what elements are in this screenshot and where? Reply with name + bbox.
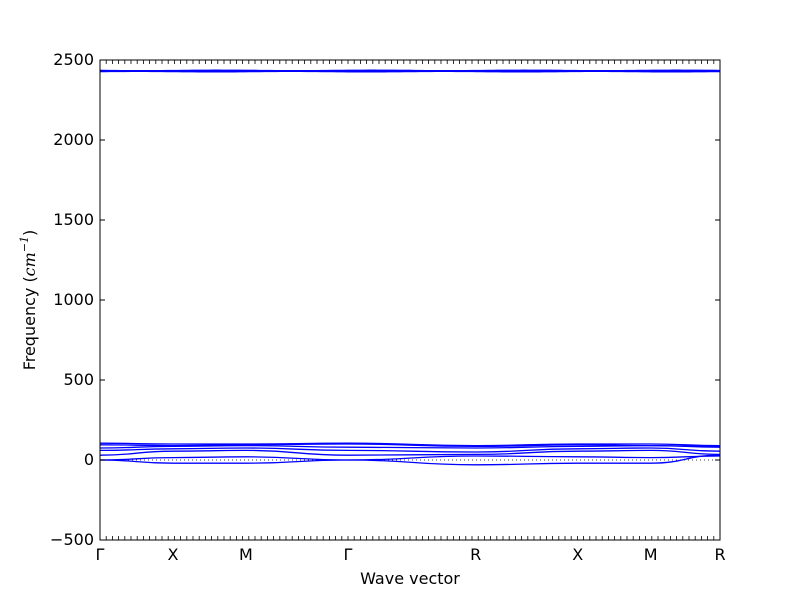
x-tick-label: M bbox=[239, 545, 253, 564]
acoustic-branch bbox=[99, 455, 721, 461]
acoustic-branch bbox=[99, 442, 721, 447]
y-tick-label: 500 bbox=[63, 370, 94, 389]
x-tick-label: Γ bbox=[96, 545, 105, 564]
x-tick-label: R bbox=[714, 545, 725, 564]
plot-area bbox=[99, 69, 721, 466]
y-axis-label: Frequency (cm−1) bbox=[18, 230, 39, 371]
acoustic-branch bbox=[99, 449, 721, 456]
acoustic-branch bbox=[99, 447, 721, 453]
x-tick-label: X bbox=[572, 545, 583, 564]
y-tick-label: 1500 bbox=[53, 210, 94, 229]
acoustic-branch bbox=[99, 443, 721, 448]
y-axis: −500 0 500 1000 1500 2000 2500 bbox=[50, 50, 720, 549]
y-tick-label: 1000 bbox=[53, 290, 94, 309]
x-tick-label: M bbox=[644, 545, 658, 564]
y-axis-label-prefix: Frequency ( bbox=[20, 276, 39, 370]
y-tick-label: −500 bbox=[50, 530, 94, 549]
y-tick-label: 2000 bbox=[53, 130, 94, 149]
x-axis-label: Wave vector bbox=[360, 569, 460, 588]
acoustic-branch bbox=[99, 454, 721, 466]
x-tick-label: R bbox=[470, 545, 481, 564]
y-axis-label-exponent: −1 bbox=[18, 236, 31, 252]
y-tick-label: 0 bbox=[84, 450, 94, 469]
y-axis-label-suffix: ) bbox=[20, 230, 39, 236]
x-tick-label: Γ bbox=[344, 545, 353, 564]
y-tick-label: 2500 bbox=[53, 50, 94, 69]
x-tick-label: X bbox=[167, 545, 178, 564]
y-axis-label-unit: cm bbox=[20, 252, 39, 276]
